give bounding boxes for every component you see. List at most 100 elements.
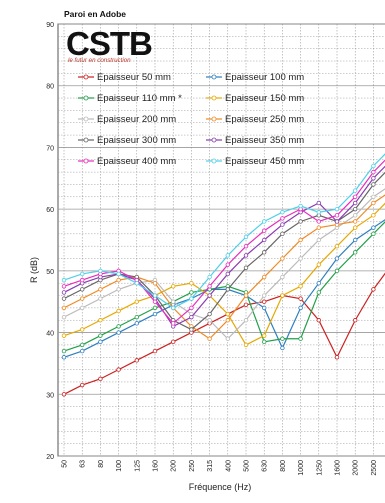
data-point: [243, 318, 249, 323]
logo-tagline: le futur en construction: [68, 57, 131, 64]
data-point: [98, 318, 103, 323]
legend-label: Epaisseur 450 mm: [225, 156, 304, 167]
legend-marker: [211, 95, 217, 101]
data-point: [170, 284, 176, 289]
data-point: [116, 271, 121, 277]
data-point: [116, 330, 121, 335]
data-point: [316, 200, 321, 206]
legend: Epaisseur 50 mm Epaisseur 100 mm Epaisseur…: [78, 72, 304, 167]
data-point: [371, 231, 376, 237]
legend-marker: [83, 74, 89, 80]
data-point: [353, 250, 358, 255]
data-point: [371, 213, 376, 218]
data-point: [61, 296, 67, 301]
data-point: [170, 299, 176, 304]
x-tick-label: 80: [98, 460, 105, 468]
data-point: [225, 262, 230, 267]
data-point: [353, 237, 358, 243]
data-point: [298, 284, 303, 289]
x-tick-label: 400: [225, 460, 232, 472]
legend-marker: [83, 158, 89, 164]
data-point: [189, 290, 194, 295]
data-point: [189, 281, 194, 286]
legend-item: Epaisseur 350 mm: [206, 135, 304, 146]
data-point: [262, 299, 267, 304]
data-point: [280, 336, 285, 341]
x-axis-label: Fréquence (Hz): [189, 482, 252, 492]
data-point: [243, 253, 249, 258]
data-point: [61, 290, 67, 295]
data-point: [98, 333, 103, 338]
data-point: [116, 367, 121, 372]
data-point: [334, 243, 340, 249]
data-point: [262, 219, 267, 224]
data-point: [207, 274, 212, 280]
x-tick-label: 200: [171, 460, 178, 472]
data-point: [116, 308, 121, 314]
data-point: [98, 376, 103, 382]
x-tick-label: 63: [80, 460, 87, 468]
data-point: [98, 296, 103, 301]
plot-area: [57, 23, 385, 457]
data-point: [280, 345, 285, 351]
data-point: [371, 163, 376, 169]
logo-wordmark: CSTB: [66, 25, 152, 62]
y-tick-label: 40: [46, 331, 54, 338]
data-point: [262, 250, 267, 255]
data-point: [371, 225, 376, 230]
data-point: [189, 327, 194, 332]
legend-item: Epaisseur 200 mm: [78, 114, 176, 125]
data-point: [280, 222, 285, 227]
data-point: [170, 321, 176, 326]
data-point: [152, 305, 158, 311]
series-line: [61, 159, 385, 326]
data-point: [79, 348, 85, 354]
data-point: [98, 339, 103, 345]
legend-label: Epaisseur 150 mm: [225, 93, 304, 104]
data-point: [334, 219, 340, 224]
data-point: [353, 188, 358, 193]
y-tick-label: 80: [46, 84, 54, 91]
data-point: [134, 281, 139, 286]
legend-marker: [211, 158, 217, 164]
legend-label: Epaisseur 400 mm: [97, 156, 176, 167]
data-point: [353, 213, 358, 218]
data-point: [262, 305, 267, 311]
x-tick-label: 315: [207, 460, 214, 472]
x-tick-label: 800: [280, 460, 287, 472]
y-tick-label: 60: [46, 207, 54, 214]
data-point: [207, 311, 212, 317]
data-point: [262, 333, 267, 338]
x-tick-label: 500: [244, 460, 251, 472]
legend-marker: [211, 116, 217, 122]
data-point: [134, 314, 139, 320]
data-point: [98, 287, 103, 292]
data-point: [243, 293, 249, 298]
data-point: [262, 339, 267, 345]
data-point: [243, 265, 249, 270]
x-tick-label: 250: [189, 460, 196, 472]
data-point: [371, 169, 376, 175]
data-point: [152, 281, 158, 286]
y-tick-label: 50: [46, 269, 54, 276]
legend-label: Epaisseur 300 mm: [97, 135, 176, 146]
data-point: [79, 277, 85, 283]
data-point: [79, 342, 85, 348]
legend-marker: [83, 95, 89, 101]
data-point: [189, 296, 194, 301]
data-point: [353, 194, 358, 199]
data-point: [316, 262, 321, 267]
legend-label: Epaisseur 50 mm: [97, 72, 171, 83]
data-point: [79, 305, 85, 311]
data-point: [371, 200, 376, 206]
x-tick-label: 125: [134, 460, 141, 472]
data-point: [353, 219, 358, 224]
legend-label: Epaisseur 110 mm *: [97, 93, 182, 104]
data-point: [134, 358, 139, 363]
data-point: [316, 219, 321, 224]
data-point: [243, 302, 249, 307]
data-point: [353, 318, 358, 323]
data-point: [61, 284, 67, 289]
data-point: [243, 234, 249, 240]
